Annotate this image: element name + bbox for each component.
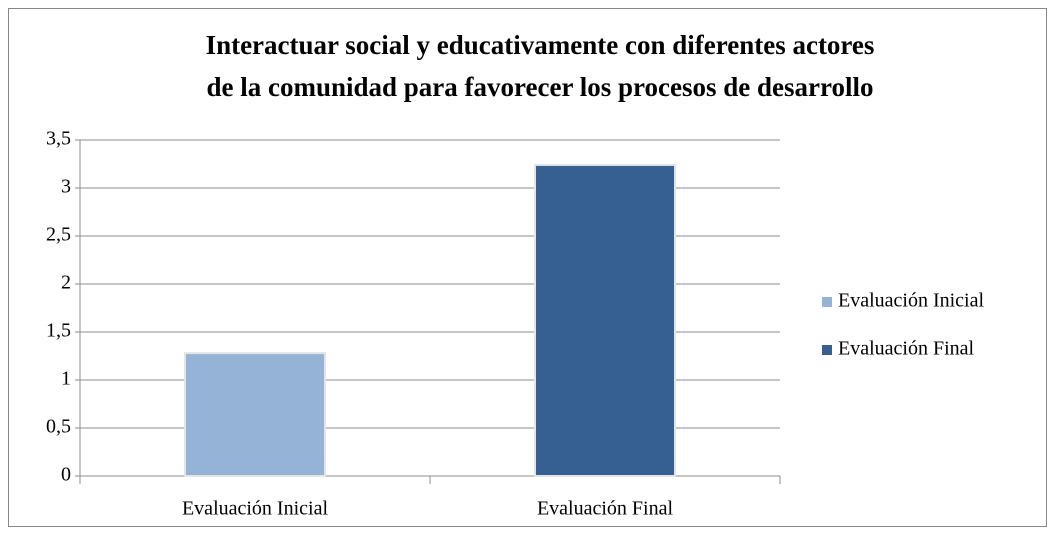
y-tick-label: 2 xyxy=(61,272,71,294)
legend-swatch xyxy=(822,297,832,307)
y-tick-label: 2,5 xyxy=(46,224,71,246)
legend-label: Evaluación Final xyxy=(838,338,975,360)
x-tick-label: Evaluación Final xyxy=(537,498,674,520)
y-tick-label: 1,5 xyxy=(46,320,71,342)
x-tick-label: Evaluación Inicial xyxy=(182,498,328,520)
y-tick-label: 1 xyxy=(61,368,71,390)
chart-border xyxy=(8,8,1047,527)
bar xyxy=(534,163,676,478)
legend-swatch xyxy=(822,345,832,355)
legend-label: Evaluación Inicial xyxy=(838,290,984,312)
chart-title: de la comunidad para favorecer los proce… xyxy=(207,72,874,102)
chart-title: Interactuar social y educativamente con … xyxy=(206,30,875,60)
y-tick-label: 0 xyxy=(61,464,71,486)
y-tick-label: 3 xyxy=(61,176,71,198)
y-tick-label: 0,5 xyxy=(46,416,71,438)
bar xyxy=(184,352,326,477)
y-tick-label: 3,5 xyxy=(46,128,71,150)
